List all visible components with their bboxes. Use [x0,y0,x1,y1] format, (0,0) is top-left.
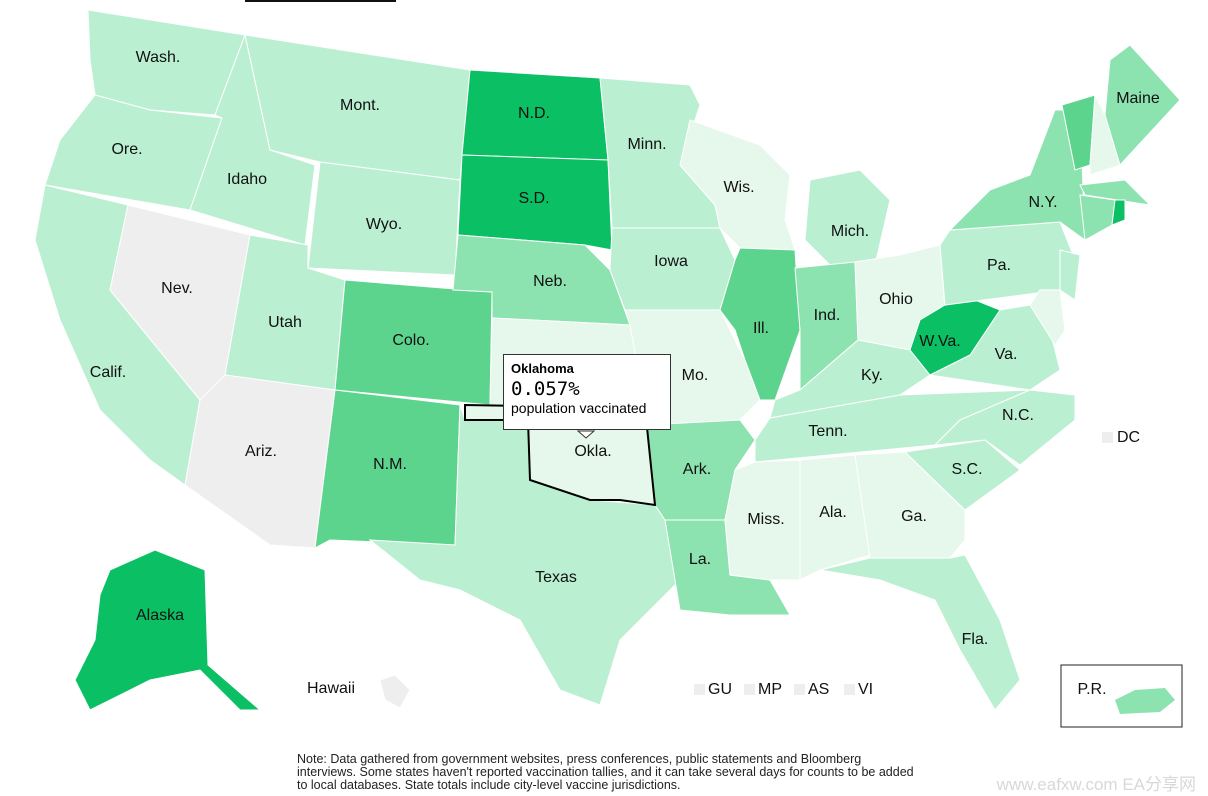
state-label: P.R. [1077,681,1106,698]
state [948,109,1086,242]
state [464,403,657,507]
state [379,674,411,709]
state-label: Miss. [747,511,784,528]
state-label: Utah [268,314,302,331]
state-label: Calif. [90,364,126,381]
state [909,299,1001,376]
state [1089,93,1121,176]
state-label: Alaska [136,607,184,624]
note: Note: Data gathered from government webs… [297,752,914,792]
state [1104,44,1181,166]
state-label: Iowa [654,253,688,270]
state-label: Ala. [819,504,847,521]
state-label: Ore. [111,141,142,158]
state [804,169,891,266]
dc-label: DC [1117,429,1140,446]
state-label: Ga. [901,508,927,525]
state-label: Texas [535,569,577,586]
state-label: Mich. [831,223,869,240]
state [903,439,1021,511]
watermark: www.eafxw.com EA分享网 [996,775,1196,794]
dc-swatch [1102,432,1113,443]
state-label: Ariz. [245,443,277,460]
tooltip: Oklahoma 0.057% population vaccinated [503,354,671,430]
state-label: Wis. [723,179,754,196]
pr-box [1060,664,1183,728]
territory-swatch [844,684,855,695]
territory-swatch [694,684,705,695]
state [184,374,336,549]
state-label: Ohio [879,291,913,308]
state-label: La. [689,551,711,568]
state-label: Wash. [136,49,181,66]
state-label: Ky. [861,367,883,384]
state-label: Mont. [340,97,380,114]
state-label: Idaho [227,171,267,188]
tooltip-title: Oklahoma [511,361,574,376]
state-label: Hawaii [307,680,355,697]
state [1111,199,1126,226]
state-label: Wyo. [366,216,402,233]
state-label: Minn. [627,136,666,153]
state-label: Mo. [682,367,709,384]
state [1115,688,1175,714]
state-label: Ind. [814,307,841,324]
state [724,459,801,581]
tooltip-pointer [576,430,596,439]
state-label: Nev. [161,280,193,297]
state [799,454,871,581]
territory-label: VI [858,681,873,698]
state-label: Va. [995,346,1018,363]
territory-label: GU [708,681,732,698]
state-label: Colo. [392,332,429,349]
state-label: Fla. [962,631,989,648]
state-label: Okla. [574,443,611,460]
state-label: W.Va. [919,333,961,350]
state-label: N.M. [373,456,407,473]
state [1029,289,1066,346]
state-label: Ill. [753,320,769,337]
state-label: Ark. [683,461,711,478]
state [1059,249,1081,301]
state-label: Tenn. [808,423,847,440]
state-label: Pa. [987,257,1011,274]
state-label: Neb. [533,273,567,290]
tooltip-value: 0.057% [511,378,580,400]
territory-label: AS [808,681,829,698]
state-label: N.D. [518,105,550,122]
state-label: Maine [1116,90,1160,107]
state [189,33,316,246]
territory-label: MP [758,681,782,698]
state [679,119,796,251]
state [1079,179,1152,206]
state-label: N.C. [1002,407,1034,424]
state-label: N.Y. [1028,194,1057,211]
state [933,389,1076,466]
state [1079,194,1116,241]
state [819,554,1021,711]
territory-swatch [794,684,805,695]
state-label: S.D. [518,190,549,207]
territory-swatch [744,684,755,695]
tooltip-caption: population vaccinated [511,400,647,416]
state [457,154,613,251]
state-label: S.C. [951,461,982,478]
state [74,549,262,711]
